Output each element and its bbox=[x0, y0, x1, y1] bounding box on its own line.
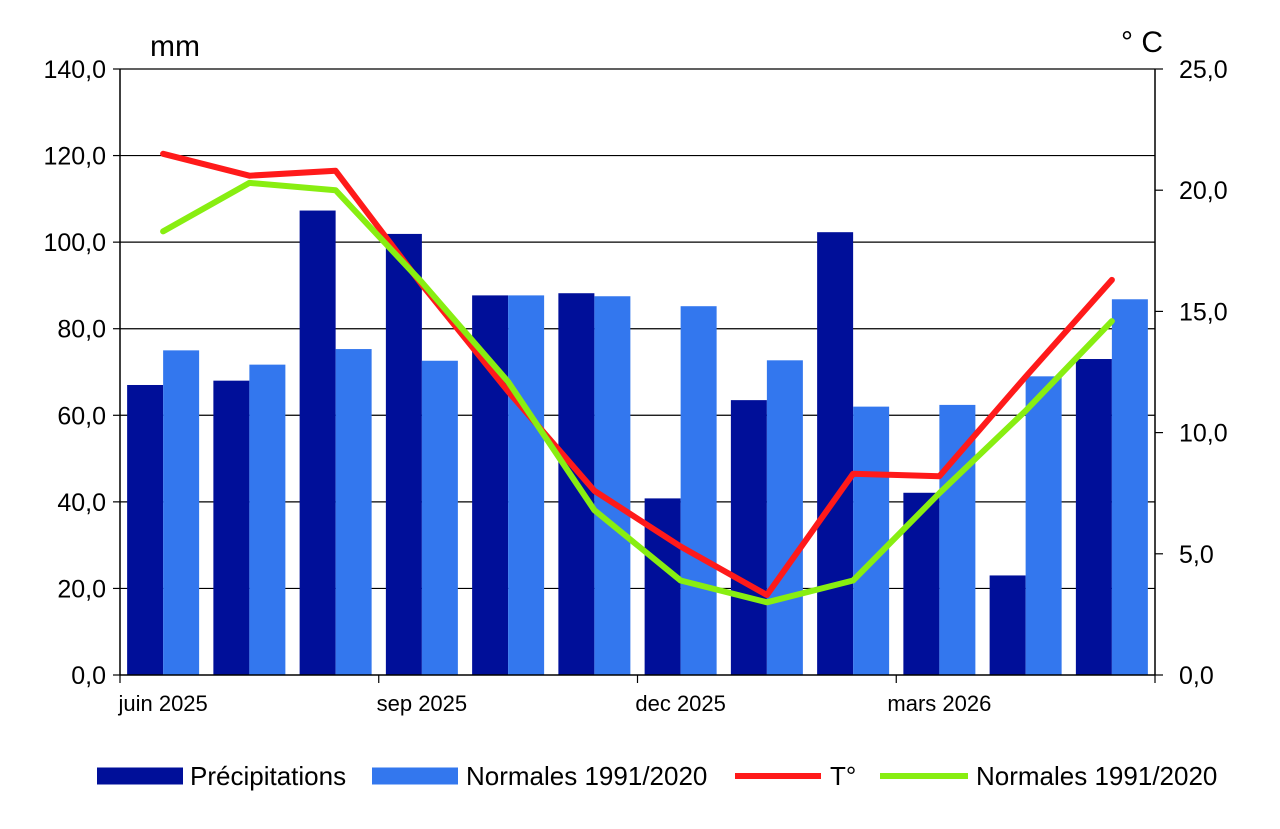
bar-normales-precip bbox=[1025, 376, 1062, 675]
legend-label-2: Normales 1991/2020 bbox=[466, 761, 707, 791]
legend-label-4: Normales 1991/2020 bbox=[976, 761, 1217, 791]
line-temperature bbox=[160, 150, 1115, 598]
line-normales-temp bbox=[160, 179, 1115, 606]
left-tick-label: 40,0 bbox=[57, 489, 106, 517]
bar-normales-precip bbox=[163, 350, 200, 675]
bar-precipitations bbox=[385, 233, 422, 675]
right-tick-label: 10,0 bbox=[1179, 420, 1228, 448]
legend-swatch-2 bbox=[372, 767, 458, 785]
bar-normales-precip bbox=[421, 360, 458, 675]
bar-normales-precip bbox=[508, 295, 545, 675]
left-tick-label: 0,0 bbox=[71, 662, 106, 690]
left-tick-label: 20,0 bbox=[57, 575, 106, 603]
bar-precipitations bbox=[730, 400, 767, 675]
left-axis-unit: mm bbox=[150, 30, 200, 63]
right-tick-label: 20,0 bbox=[1179, 177, 1228, 205]
bar-precipitations bbox=[989, 575, 1026, 675]
left-tick-label: 60,0 bbox=[57, 402, 106, 430]
legend-label-3: T° bbox=[830, 761, 856, 791]
legend: Précipitations Normales 1991/2020 T° Normal… bbox=[97, 761, 1217, 791]
right-tick-label: 0,0 bbox=[1179, 662, 1214, 690]
bar-normales-precip bbox=[853, 406, 890, 675]
legend-label-1: Précipitations bbox=[190, 761, 346, 791]
right-tick-label: 5,0 bbox=[1179, 541, 1214, 569]
legend-swatch-1 bbox=[97, 767, 183, 785]
line-series bbox=[160, 150, 1115, 606]
axes: 0,0 20,0 40,0 60,0 80,0 100,0 120,0 140,0 0,0 5,0… bbox=[43, 56, 1227, 716]
bar-normales-precip bbox=[1111, 299, 1148, 675]
right-tick-label: 15,0 bbox=[1179, 298, 1228, 326]
bar-normales-precip bbox=[594, 296, 631, 675]
x-tick-label: dec 2025 bbox=[635, 691, 726, 716]
x-tick-label: juin 2025 bbox=[117, 691, 207, 716]
bar-normales-precip bbox=[249, 364, 286, 675]
bar-normales-precip bbox=[939, 404, 976, 675]
left-tick-label: 80,0 bbox=[57, 316, 106, 344]
bar-precipitations bbox=[1075, 359, 1112, 675]
left-tick-label: 140,0 bbox=[43, 56, 106, 84]
legend-swatch-3 bbox=[735, 773, 821, 779]
left-tick-label: 120,0 bbox=[43, 143, 106, 171]
right-axis-unit: ° C bbox=[1121, 26, 1163, 59]
legend-swatch-4 bbox=[880, 773, 968, 779]
bar-precipitations bbox=[299, 210, 336, 675]
bar-precipitations bbox=[817, 232, 854, 676]
bar-precipitations bbox=[127, 384, 164, 675]
x-tick-label: mars 2026 bbox=[887, 691, 991, 716]
bar-normales-precip bbox=[680, 306, 717, 675]
bar-normales-precip bbox=[335, 349, 372, 675]
bar-precipitations bbox=[213, 380, 250, 675]
bar-normales-precip bbox=[766, 360, 803, 675]
gridlines bbox=[120, 68, 1155, 590]
right-tick-label: 25,0 bbox=[1179, 56, 1228, 84]
left-tick-label: 100,0 bbox=[43, 229, 106, 257]
x-tick-label: sep 2025 bbox=[377, 691, 468, 716]
